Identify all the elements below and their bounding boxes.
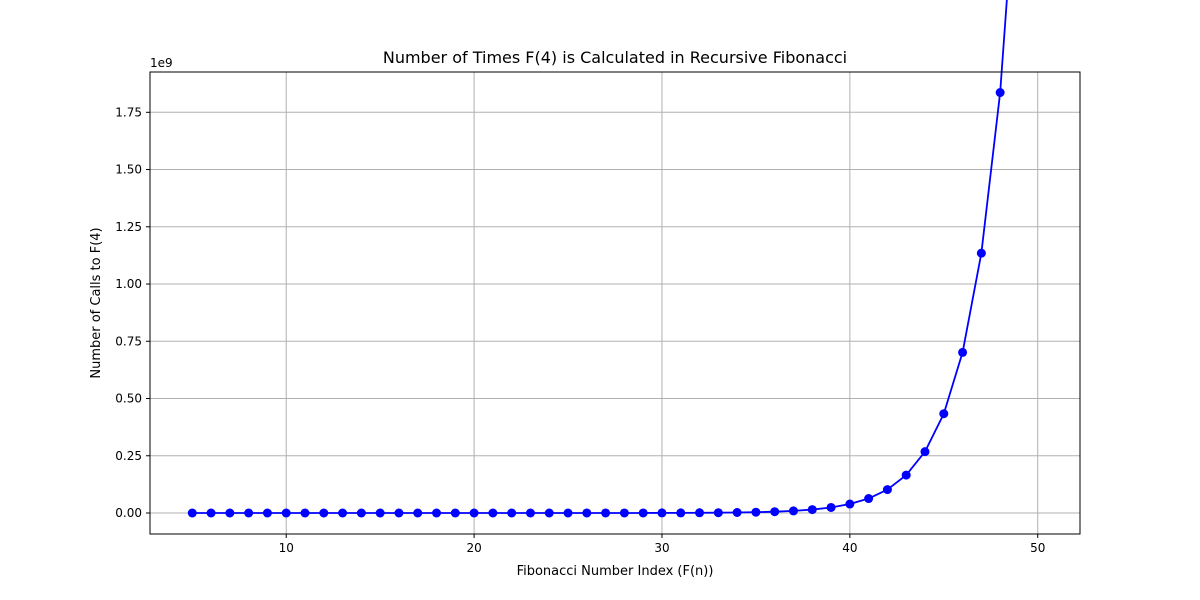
x-axis-label: Fibonacci Number Index (F(n)) (517, 564, 714, 579)
data-point (488, 508, 498, 518)
x-tick-label: 50 (1030, 541, 1045, 555)
y-tick-label: 1.50 (115, 163, 142, 177)
series (187, 0, 1008, 518)
series-line (192, 0, 1008, 514)
data-point (450, 508, 460, 518)
data-point (394, 508, 404, 518)
data-point (732, 508, 742, 517)
data-point (187, 508, 197, 518)
data-point (601, 508, 611, 518)
data-point (338, 508, 348, 518)
data-point (619, 508, 629, 518)
data-point (225, 508, 235, 518)
data-point (356, 508, 366, 518)
data-point (939, 409, 949, 419)
data-point (770, 507, 780, 517)
data-point (206, 508, 216, 518)
x-tick-label: 30 (654, 541, 669, 555)
data-point (676, 508, 686, 518)
data-point (244, 508, 254, 518)
y-tick-label: 1.75 (115, 105, 142, 119)
data-point (751, 507, 761, 517)
data-point (300, 508, 310, 518)
data-point (375, 508, 385, 518)
x-tick-label: 40 (842, 541, 857, 555)
data-point (958, 347, 968, 357)
data-point (525, 508, 535, 518)
data-point (845, 499, 855, 509)
data-point (920, 447, 930, 457)
y-tick-label: 0.00 (115, 506, 142, 520)
data-point (319, 508, 329, 518)
data-point (807, 505, 817, 515)
data-point (281, 508, 291, 518)
data-point (413, 508, 423, 518)
chart-title: Number of Times F(4) is Calculated in Re… (383, 48, 847, 67)
data-point (826, 502, 836, 512)
y-axis-label: Number of Calls to F(4) (89, 227, 104, 378)
y-tick-label: 1.00 (115, 277, 142, 291)
ticks: 10 20 30 40 50 0.00 0.25 0.50 0.75 1.00 1.25 1.50 1.… (115, 105, 1045, 555)
y-tick-label: 0.75 (115, 334, 142, 348)
data-point (713, 508, 723, 518)
data-point (901, 470, 911, 480)
y-scale-label: 1e9 (150, 56, 173, 70)
data-point (469, 508, 479, 518)
data-point (582, 508, 592, 518)
x-tick-label: 10 (279, 541, 294, 555)
data-point (788, 506, 798, 516)
plot-frame (149, 71, 1081, 535)
data-point (432, 508, 442, 518)
data-point (864, 494, 874, 504)
data-point (507, 508, 517, 518)
data-point (695, 508, 705, 518)
data-point (638, 508, 648, 518)
data-point (563, 508, 573, 518)
data-point (657, 508, 667, 518)
y-tick-label: 0.25 (115, 449, 142, 463)
data-point (544, 508, 554, 518)
data-point (995, 88, 1005, 98)
data-point (262, 508, 272, 518)
data-point (976, 248, 986, 258)
y-tick-label: 1.25 (115, 220, 142, 234)
data-point (882, 485, 892, 495)
x-tick-label: 20 (466, 541, 481, 555)
y-tick-label: 0.50 (115, 392, 142, 406)
